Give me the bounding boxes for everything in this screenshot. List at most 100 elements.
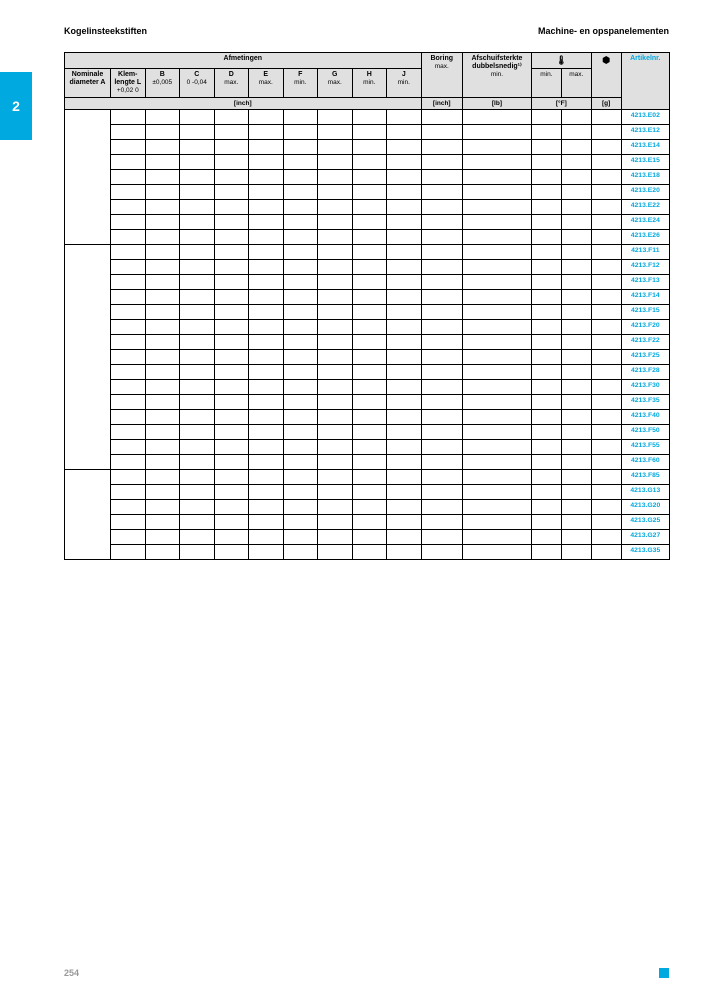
cell	[421, 395, 462, 410]
cell	[249, 200, 284, 215]
cell-artikelnr[interactable]: 4213.F14	[621, 290, 669, 305]
header-temp-min: min.	[531, 69, 561, 98]
cell-artikelnr[interactable]: 4213.E18	[621, 170, 669, 185]
cell	[283, 455, 318, 470]
cell	[421, 260, 462, 275]
cell	[145, 530, 180, 545]
cell	[561, 110, 591, 125]
cell	[561, 290, 591, 305]
cell	[352, 515, 387, 530]
cell	[352, 335, 387, 350]
cell-artikelnr[interactable]: 4213.F85	[621, 470, 669, 485]
cell	[145, 320, 180, 335]
cell	[318, 140, 353, 155]
cell	[249, 515, 284, 530]
cell	[561, 515, 591, 530]
cell-artikelnr[interactable]: 4213.F11	[621, 245, 669, 260]
cell	[283, 470, 318, 485]
cell	[111, 290, 146, 305]
cell	[421, 110, 462, 125]
cell	[591, 125, 621, 140]
table-row: 4213.F85	[65, 470, 670, 485]
cell-artikelnr[interactable]: 4213.F15	[621, 305, 669, 320]
cell-artikelnr[interactable]: 4213.F30	[621, 380, 669, 395]
cell	[318, 170, 353, 185]
cell	[180, 155, 215, 170]
cell-artikelnr[interactable]: 4213.F28	[621, 365, 669, 380]
cell	[214, 320, 249, 335]
cell	[561, 245, 591, 260]
cell	[111, 395, 146, 410]
cell	[318, 335, 353, 350]
cell	[145, 500, 180, 515]
cell	[249, 545, 284, 560]
cell	[387, 290, 422, 305]
cell	[283, 200, 318, 215]
cell	[318, 380, 353, 395]
cell	[531, 185, 561, 200]
cell	[591, 335, 621, 350]
cell	[561, 470, 591, 485]
cell	[318, 515, 353, 530]
cell	[387, 425, 422, 440]
cell	[180, 485, 215, 500]
cell	[462, 335, 531, 350]
cell-artikelnr[interactable]: 4213.F13	[621, 275, 669, 290]
cell	[145, 515, 180, 530]
cell-artikelnr[interactable]: 4213.E12	[621, 125, 669, 140]
cell-artikelnr[interactable]: 4213.G27	[621, 530, 669, 545]
cell	[318, 530, 353, 545]
cell	[111, 245, 146, 260]
cell-artikelnr[interactable]: 4213.E15	[621, 155, 669, 170]
cell	[352, 245, 387, 260]
cell-artikelnr[interactable]: 4213.G35	[621, 545, 669, 560]
cell	[591, 140, 621, 155]
cell-artikelnr[interactable]: 4213.F25	[621, 350, 669, 365]
cell	[387, 485, 422, 500]
page-title-left: Kogelinsteekstiften	[64, 26, 147, 36]
cell-artikelnr[interactable]: 4213.G13	[621, 485, 669, 500]
cell	[249, 425, 284, 440]
cell	[421, 335, 462, 350]
cell-artikelnr[interactable]: 4213.E14	[621, 140, 669, 155]
cell	[145, 170, 180, 185]
cell	[249, 410, 284, 425]
cell-artikelnr[interactable]: 4213.F12	[621, 260, 669, 275]
cell-artikelnr[interactable]: 4213.E26	[621, 230, 669, 245]
cell-artikelnr[interactable]: 4213.E02	[621, 110, 669, 125]
cell-artikelnr[interactable]: 4213.F50	[621, 425, 669, 440]
cell-artikelnr[interactable]: 4213.G25	[621, 515, 669, 530]
cell	[561, 275, 591, 290]
cell	[387, 245, 422, 260]
cell	[214, 350, 249, 365]
cell-artikelnr[interactable]: 4213.G20	[621, 500, 669, 515]
cell-artikelnr[interactable]: 4213.F35	[621, 395, 669, 410]
cell-artikelnr[interactable]: 4213.F40	[621, 410, 669, 425]
cell	[111, 365, 146, 380]
page-number: 254	[64, 968, 79, 978]
cell	[561, 530, 591, 545]
table-row: 4213.G20	[65, 500, 670, 515]
cell	[352, 110, 387, 125]
cell	[421, 485, 462, 500]
cell-nominal	[65, 110, 111, 245]
cell-artikelnr[interactable]: 4213.F55	[621, 440, 669, 455]
cell	[214, 215, 249, 230]
cell-artikelnr[interactable]: 4213.F20	[621, 320, 669, 335]
cell-artikelnr[interactable]: 4213.E22	[621, 200, 669, 215]
cell	[531, 500, 561, 515]
table-body: 4213.E024213.E124213.E144213.E154213.E18…	[65, 110, 670, 560]
cell-artikelnr[interactable]: 4213.F22	[621, 335, 669, 350]
cell	[531, 155, 561, 170]
cell	[352, 395, 387, 410]
cell	[531, 455, 561, 470]
cell	[421, 140, 462, 155]
unit-inch: [inch]	[65, 97, 422, 109]
cell	[214, 110, 249, 125]
cell	[591, 455, 621, 470]
cell	[180, 425, 215, 440]
cell-artikelnr[interactable]: 4213.E20	[621, 185, 669, 200]
cell-artikelnr[interactable]: 4213.F60	[621, 455, 669, 470]
cell-artikelnr[interactable]: 4213.E24	[621, 215, 669, 230]
cell	[352, 545, 387, 560]
